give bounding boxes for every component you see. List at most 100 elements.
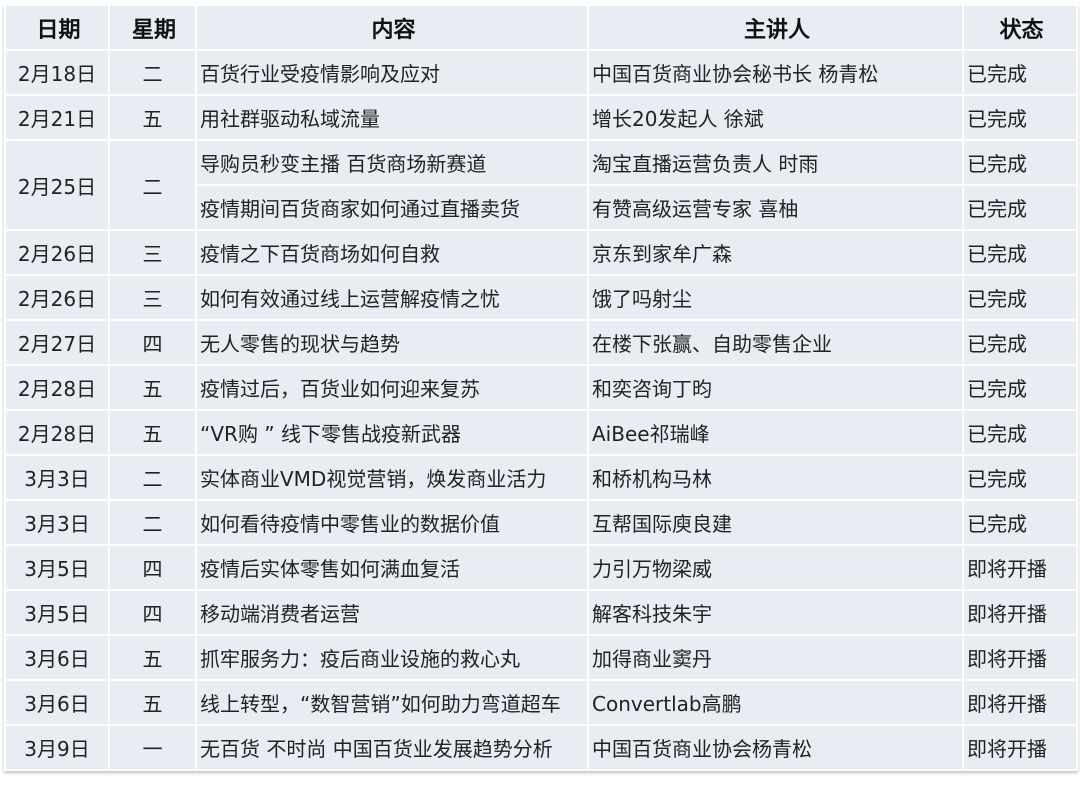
status-cell: 即将开播: [962, 544, 1078, 591]
table-row: 2月26日三疫情之下百货商场如何自救 京东到家牟广森 已完成: [4, 229, 1078, 276]
speaker-cell: 中国百货商业协会秘书长 杨青松: [587, 49, 964, 96]
status-cell: 已完成: [962, 319, 1078, 366]
topic-cell: 疫情过后，百货业如何迎来复苏: [195, 364, 589, 411]
date-cell: 2月28日: [4, 409, 110, 456]
weekday-cell: 四: [108, 544, 197, 591]
status-cell: 已完成: [962, 409, 1078, 456]
date-cell: 2月27日: [4, 319, 110, 366]
table-row: 2月28日五疫情过后，百货业如何迎来复苏 和奕咨询丁昀 已完成: [4, 364, 1078, 411]
date-cell: 3月9日: [4, 724, 110, 771]
speaker-cell: 京东到家牟广森: [587, 229, 964, 276]
table-row: 2月28日五 “VR购 ” 线下零售战疫新武器 AiBee祁瑞峰 已完成: [4, 409, 1078, 456]
header-speaker: 主讲人: [587, 4, 964, 51]
weekday-cell: 二: [108, 139, 197, 231]
date-cell: 2月21日: [4, 94, 110, 141]
weekday-cell: 五: [108, 409, 197, 456]
topic-cell: 疫情期间百货商家如何通过直播卖货: [195, 184, 589, 231]
header-topic: 内容: [195, 4, 589, 51]
status-cell: 已完成: [962, 274, 1078, 321]
topic-cell: 实体商业VMD视觉营销，焕发商业活力: [195, 454, 589, 501]
speaker-cell: 在楼下张赢、自助零售企业: [587, 319, 964, 366]
speaker-cell: 互帮国际庾良建: [587, 499, 964, 546]
weekday-cell: 二: [108, 454, 197, 501]
table-row: 2月18日二百货行业受疫情影响及应对 中国百货商业协会秘书长 杨青松 已完成: [4, 49, 1078, 96]
weekday-cell: 二: [108, 499, 197, 546]
speaker-cell: 中国百货商业协会杨青松: [587, 724, 964, 771]
table-row: 2月21日五用社群驱动私域流量 增长20发起人 徐斌 已完成: [4, 94, 1078, 141]
speaker-cell: 加得商业窦丹: [587, 634, 964, 681]
table-row: 3月3日二实体商业VMD视觉营销，焕发商业活力 和桥机构马林 已完成: [4, 454, 1078, 501]
topic-cell: “VR购 ” 线下零售战疫新武器: [195, 409, 589, 456]
table-row: 3月5日四移动端消费者运营 解客科技朱宇 即将开播: [4, 589, 1078, 636]
topic-cell: 疫情后实体零售如何满血复活: [195, 544, 589, 591]
table-row: 疫情期间百货商家如何通过直播卖货 有赞高级运营专家 喜柚 已完成: [5, 184, 1078, 231]
topic-cell: 导购员秒变主播 百货商场新赛道: [195, 139, 589, 186]
weekday-cell: 五: [108, 679, 197, 726]
weekday-cell: 三: [108, 229, 197, 276]
header-row: 日期 星期 内容 主讲人 状态: [4, 4, 1078, 51]
status-cell: 已完成: [962, 364, 1078, 411]
date-cell: 3月3日: [4, 454, 110, 501]
status-cell: 即将开播: [962, 589, 1078, 636]
table-row: 3月9日一无百货 不时尚 中国百货业发展趋势分析 中国百货商业协会杨青松 即将开播: [4, 724, 1078, 771]
speaker-cell: 淘宝直播运营负责人 时雨: [587, 139, 964, 186]
status-cell: 已完成: [962, 49, 1078, 96]
topic-cell: 百货行业受疫情影响及应对: [195, 49, 589, 96]
date-cell: 3月6日: [4, 634, 110, 681]
date-cell: 2月26日: [4, 274, 110, 321]
date-cell: 3月6日: [4, 679, 110, 726]
status-cell: 即将开播: [962, 679, 1078, 726]
speaker-cell: 和桥机构马林: [587, 454, 964, 501]
status-cell: 已完成: [962, 454, 1078, 501]
date-cell: 2月28日: [4, 364, 110, 411]
table-row: 3月6日五抓牢服务力：疫后商业设施的救心丸 加得商业窦丹 即将开播: [4, 634, 1078, 681]
topic-cell: 无人零售的现状与趋势: [195, 319, 589, 366]
date-cell: 2月25日: [4, 139, 110, 231]
schedule-table: 日期 星期 内容 主讲人 状态 2月18日二百货行业受疫情影响及应对 中国百货商业…: [4, 4, 1078, 771]
header-status: 状态: [962, 4, 1078, 51]
table-row: 2月25日二导购员秒变主播 百货商场新赛道 淘宝直播运营负责人 时雨 已完成: [4, 139, 1078, 231]
speaker-cell: 增长20发起人 徐斌: [587, 94, 964, 141]
status-cell: 即将开播: [962, 724, 1078, 771]
topic-cell: 线上转型，“数智营销”如何助力弯道超车: [195, 679, 589, 726]
date-cell: 3月3日: [4, 499, 110, 546]
date-cell: 3月5日: [4, 589, 110, 636]
speaker-cell: 和奕咨询丁昀: [587, 364, 964, 411]
weekday-cell: 四: [108, 319, 197, 366]
topic-cell: 如何看待疫情中零售业的数据价值: [195, 499, 589, 546]
header-weekday: 星期: [108, 4, 197, 51]
speaker-cell: 解客科技朱宇: [587, 589, 964, 636]
table-row: 2月26日三如何有效通过线上运营解疫情之忧 饿了吗射尘 已完成: [4, 274, 1078, 321]
weekday-cell: 一: [108, 724, 197, 771]
table-row: 3月6日五线上转型，“数智营销”如何助力弯道超车 Convertlab高鹏 即将开播: [4, 679, 1078, 726]
topic-cell: 用社群驱动私域流量: [195, 94, 589, 141]
speaker-cell: 有赞高级运营专家 喜柚: [587, 184, 964, 231]
speaker-cell: 饿了吗射尘: [587, 274, 964, 321]
date-cell: 3月5日: [4, 544, 110, 591]
topic-cell: 无百货 不时尚 中国百货业发展趋势分析: [195, 724, 589, 771]
status-cell: 即将开播: [962, 634, 1078, 681]
weekday-cell: 二: [108, 49, 197, 96]
speaker-cell: Convertlab高鹏: [587, 679, 964, 726]
status-cell: 已完成: [962, 499, 1078, 546]
weekday-cell: 五: [108, 94, 197, 141]
topic-cell: 抓牢服务力：疫后商业设施的救心丸: [195, 634, 589, 681]
date-cell: 2月18日: [4, 49, 110, 96]
date-cell: 2月26日: [4, 229, 110, 276]
status-cell: 已完成: [962, 94, 1078, 141]
table-row: 3月3日二如何看待疫情中零售业的数据价值 互帮国际庾良建 已完成: [4, 499, 1078, 546]
table-row: 2月27日四无人零售的现状与趋势 在楼下张赢、自助零售企业 已完成: [4, 319, 1078, 366]
weekday-cell: 五: [108, 634, 197, 681]
topic-cell: 如何有效通过线上运营解疫情之忧: [195, 274, 589, 321]
table-row: 3月5日四疫情后实体零售如何满血复活 力引万物梁威 即将开播: [4, 544, 1078, 591]
speaker-cell: AiBee祁瑞峰: [587, 409, 964, 456]
header-date: 日期: [4, 4, 110, 51]
status-cell: 已完成: [962, 229, 1078, 276]
status-cell: 已完成: [962, 184, 1078, 231]
weekday-cell: 五: [108, 364, 197, 411]
weekday-cell: 四: [108, 589, 197, 636]
topic-cell: 疫情之下百货商场如何自救: [195, 229, 589, 276]
weekday-cell: 三: [108, 274, 197, 321]
speaker-cell: 力引万物梁威: [587, 544, 964, 591]
status-cell: 已完成: [962, 139, 1078, 186]
